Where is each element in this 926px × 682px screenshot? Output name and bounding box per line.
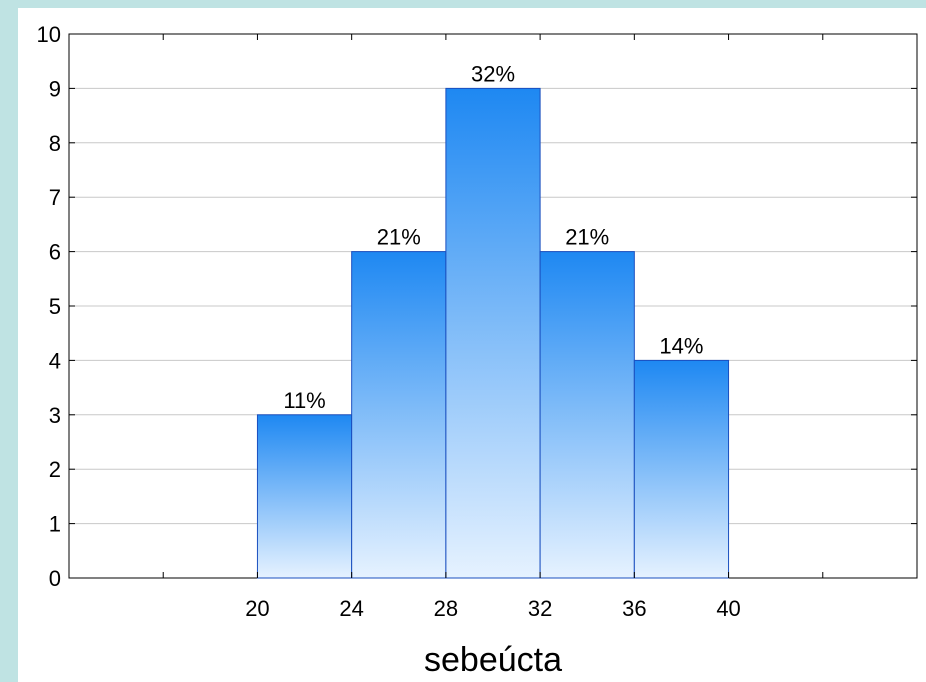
x-tick-label: 28 <box>434 596 458 621</box>
y-tick-label: 4 <box>49 348 61 373</box>
y-tick-label: 0 <box>49 566 61 591</box>
x-axis-title: sebeúcta <box>424 641 562 679</box>
x-tick-label: 32 <box>528 596 552 621</box>
y-tick-label: 2 <box>49 457 61 482</box>
y-tick-label: 9 <box>49 76 61 101</box>
y-axis: 0 1 2 3 4 5 6 7 8 9 10 <box>37 22 917 591</box>
x-tick-label: 36 <box>622 596 646 621</box>
histogram-bar <box>256 414 353 579</box>
bars <box>256 87 730 579</box>
y-tick-label: 5 <box>49 294 61 319</box>
y-tick-label: 10 <box>37 22 61 47</box>
y-tick-label: 1 <box>49 512 61 537</box>
bar-percent-label: 32% <box>471 61 515 86</box>
y-tick-label: 3 <box>49 403 61 428</box>
y-tick-label: 7 <box>49 185 61 210</box>
y-tick-label: 6 <box>49 240 61 265</box>
x-tick-label: 20 <box>245 596 269 621</box>
x-tick-label: 40 <box>716 596 740 621</box>
chart-frame: 11% 21% 32% 21% 14% 0 1 2 3 4 5 6 7 8 9 10 20 24 28 32 36 4… <box>18 8 926 682</box>
bar-percent-label: 14% <box>659 333 703 358</box>
x-tick-label: 24 <box>339 596 363 621</box>
x-axis: 20 24 28 32 36 40 <box>162 34 824 621</box>
data-labels: 11% 21% 32% 21% 14% <box>283 61 703 412</box>
histogram-bar <box>539 251 635 579</box>
bar-percent-label: 21% <box>377 225 421 250</box>
histogram-bar <box>633 359 730 579</box>
bar-percent-label: 11% <box>283 388 325 413</box>
histogram-chart: 11% 21% 32% 21% 14% 0 1 2 3 4 5 6 7 8 9 10 20 24 28 32 36 4… <box>37 22 918 679</box>
histogram-bar <box>445 87 541 579</box>
histogram-bar <box>351 251 447 579</box>
y-tick-label: 8 <box>49 131 61 156</box>
bar-percent-label: 21% <box>565 225 609 250</box>
